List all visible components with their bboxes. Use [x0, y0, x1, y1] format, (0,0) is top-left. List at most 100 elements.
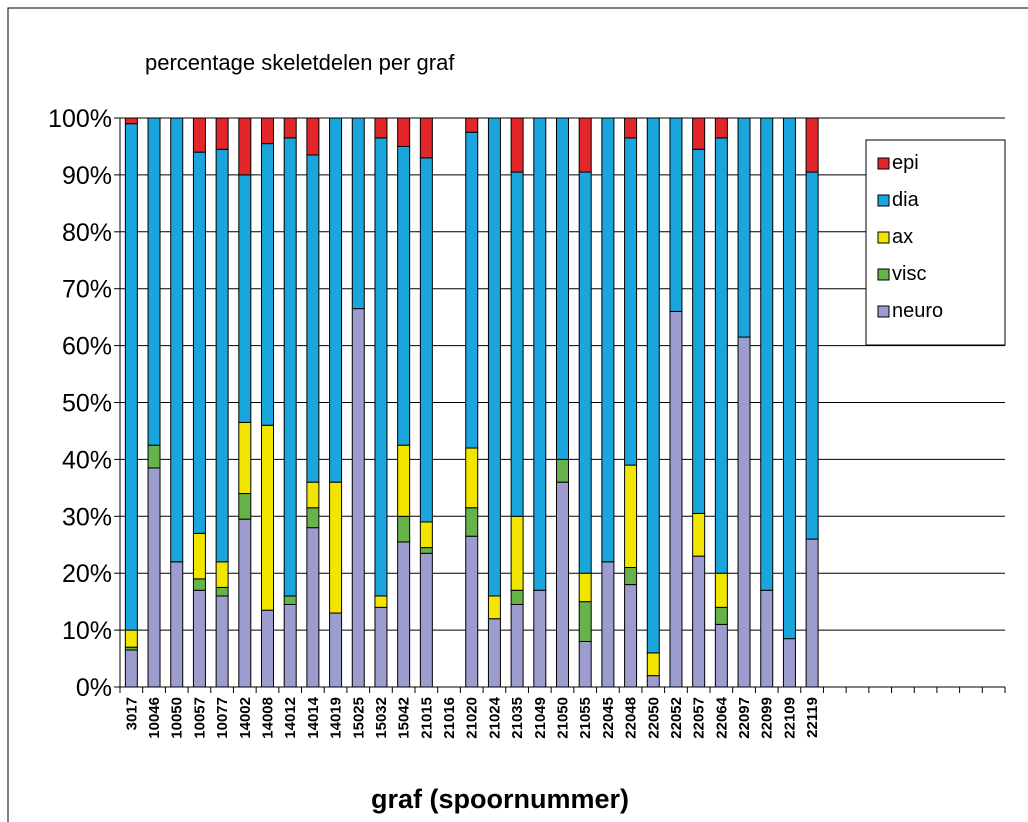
bar-segment [419, 157, 433, 523]
bar-segment [238, 493, 252, 520]
legend-label: epi [892, 152, 919, 174]
bar-segment [215, 595, 229, 688]
x-tick-label: 15042 [396, 697, 413, 739]
x-tick-label: 21049 [532, 697, 549, 739]
bar-segment [714, 572, 728, 608]
bar-segment [147, 467, 161, 688]
bar-segment [329, 481, 343, 614]
bar-segment [397, 444, 411, 517]
bar-segment [283, 117, 297, 139]
bar-segment [170, 561, 184, 688]
legend-label: ax [892, 226, 913, 248]
bar-segment [215, 586, 229, 597]
legend-swatch [877, 268, 890, 281]
bar-segment [533, 117, 547, 591]
bar-segment [692, 512, 706, 557]
bar-segment [510, 117, 524, 173]
bar-segment [147, 444, 161, 469]
bar-segment [556, 117, 569, 460]
x-tick-label: 21035 [509, 697, 526, 739]
bar-segment [714, 137, 728, 574]
legend-swatch [877, 194, 890, 207]
legend-label: neuro [892, 300, 943, 322]
bar-segment [374, 137, 388, 597]
bar-segment [624, 137, 638, 466]
bar-segment [419, 552, 433, 688]
bar-segment [306, 481, 320, 509]
bar-segment [782, 638, 796, 688]
chart-title: percentage skeletdelen per graf [145, 50, 455, 75]
x-tick-label: 21055 [577, 697, 594, 739]
bar-segment [510, 603, 524, 688]
x-tick-label: 14014 [305, 696, 322, 738]
bar-segment [192, 117, 206, 153]
x-tick-label: 10077 [214, 697, 231, 739]
bar-segment [646, 675, 660, 688]
x-tick-label: 14012 [282, 697, 299, 739]
bar-segment [465, 507, 479, 537]
bar-segment [487, 117, 501, 597]
bar-segment [624, 584, 638, 688]
legend-label: visc [892, 263, 926, 285]
bar-segment [624, 464, 638, 569]
bar-segment [238, 117, 252, 176]
bar-segment [578, 601, 592, 642]
bar-segment [192, 151, 206, 534]
bar-segment [624, 567, 638, 586]
legend-swatch [877, 157, 890, 170]
x-tick-label: 22048 [623, 697, 640, 739]
legend-swatch [877, 305, 890, 318]
x-tick-label: 22057 [691, 697, 708, 739]
bar-segment [714, 623, 728, 688]
bar-segment [374, 117, 388, 139]
bar-segment [306, 507, 320, 529]
bar-segment [578, 117, 592, 173]
bar-segment [419, 117, 433, 159]
bar-segment [646, 117, 660, 654]
bar-segment [397, 541, 411, 688]
bar-segment [261, 143, 274, 426]
bar-segment [692, 148, 706, 514]
bar-segment [215, 117, 229, 150]
x-tick-label: 10046 [146, 697, 163, 739]
bar-segment [283, 595, 297, 605]
bar-segment [578, 171, 592, 574]
bar-segment [215, 148, 229, 563]
bar-segment [578, 640, 592, 688]
bar-segment [397, 145, 411, 446]
bar-segment [805, 171, 819, 540]
x-tick-label: 22064 [713, 696, 730, 738]
x-tick-label: 22097 [736, 697, 753, 739]
x-tick-label: 14002 [237, 697, 254, 739]
bar-segment [147, 117, 161, 446]
bar-segment [261, 117, 274, 145]
bar-segment [714, 606, 728, 625]
y-tick-label: 0% [76, 674, 112, 702]
legend-swatch [877, 231, 890, 244]
bar-segment [374, 595, 388, 608]
x-tick-label: 21050 [555, 697, 572, 739]
bar-segment [510, 171, 524, 517]
x-tick-label: 21020 [464, 697, 481, 739]
x-axis-title: graf (spoornummer) [371, 784, 629, 814]
y-tick-label: 60% [62, 333, 112, 361]
bar-segment [714, 117, 728, 139]
bar-segment [374, 606, 388, 688]
bar-segment [397, 515, 411, 543]
bar-segment [238, 518, 252, 688]
bar-segment [737, 336, 751, 688]
bar-segment [283, 137, 297, 597]
y-tick-label: 70% [62, 276, 112, 304]
bar-segment [782, 117, 796, 640]
x-tick-label: 14008 [260, 697, 277, 739]
bar-segment [669, 117, 683, 312]
x-tick-label: 10050 [169, 697, 186, 739]
bar-segment [261, 609, 274, 688]
y-tick-label: 20% [62, 560, 112, 588]
bar-segment [805, 117, 819, 173]
bar-segment [805, 538, 819, 688]
x-tick-label: 22052 [668, 697, 685, 739]
bar-segment [192, 589, 206, 688]
bar-segment [465, 535, 479, 688]
